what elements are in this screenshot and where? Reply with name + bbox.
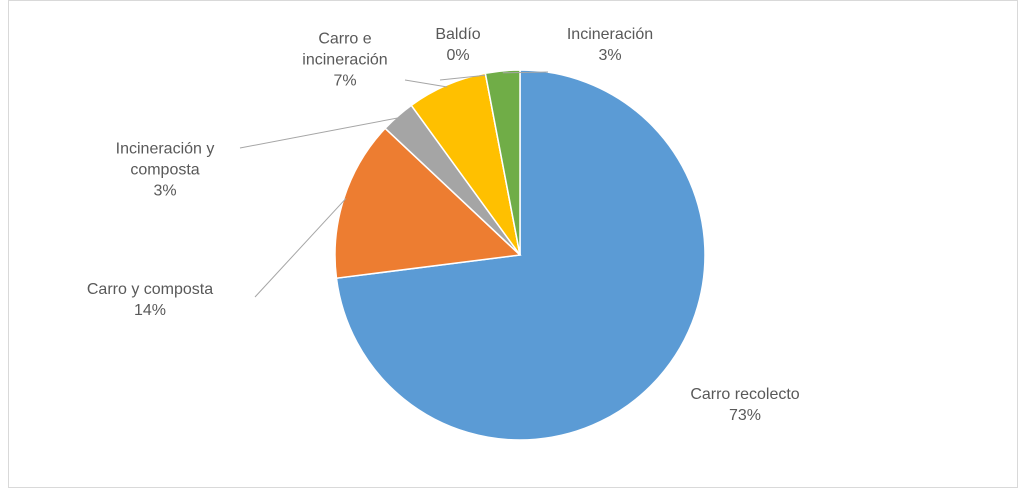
value-label: 7% [333,72,357,90]
pie-slice [334,127,522,280]
category-label: Incineración [566,26,654,43]
value-label: 3% [598,47,622,64]
slice-label: Incineración 3% [540,24,680,66]
slice-label: Baldío 0% [418,24,498,66]
slice-label: Carro e incineración 7% [290,29,400,92]
category-label: Carro recolecto [690,386,800,403]
slice-label: Carro y composta 14% [50,279,250,321]
slice-label: Incineración y composta 3% [105,139,225,202]
leader-line [502,71,549,74]
category-label: Carro e incineración [302,30,388,69]
category-label: Baldío [435,26,481,43]
leader-line [239,117,400,149]
value-label: 14% [133,302,167,319]
leader-line [404,79,448,88]
pie-slice [484,69,521,256]
category-label: Carro y composta [86,281,214,298]
category-label: Incineración y composta [115,140,215,179]
leader-line [439,74,486,81]
value-label: 3% [153,182,177,200]
leader-line [254,198,347,298]
value-label: 0% [446,47,470,64]
slice-label: Carro recolecto 73% [645,384,845,426]
value-label: 73% [728,407,762,424]
